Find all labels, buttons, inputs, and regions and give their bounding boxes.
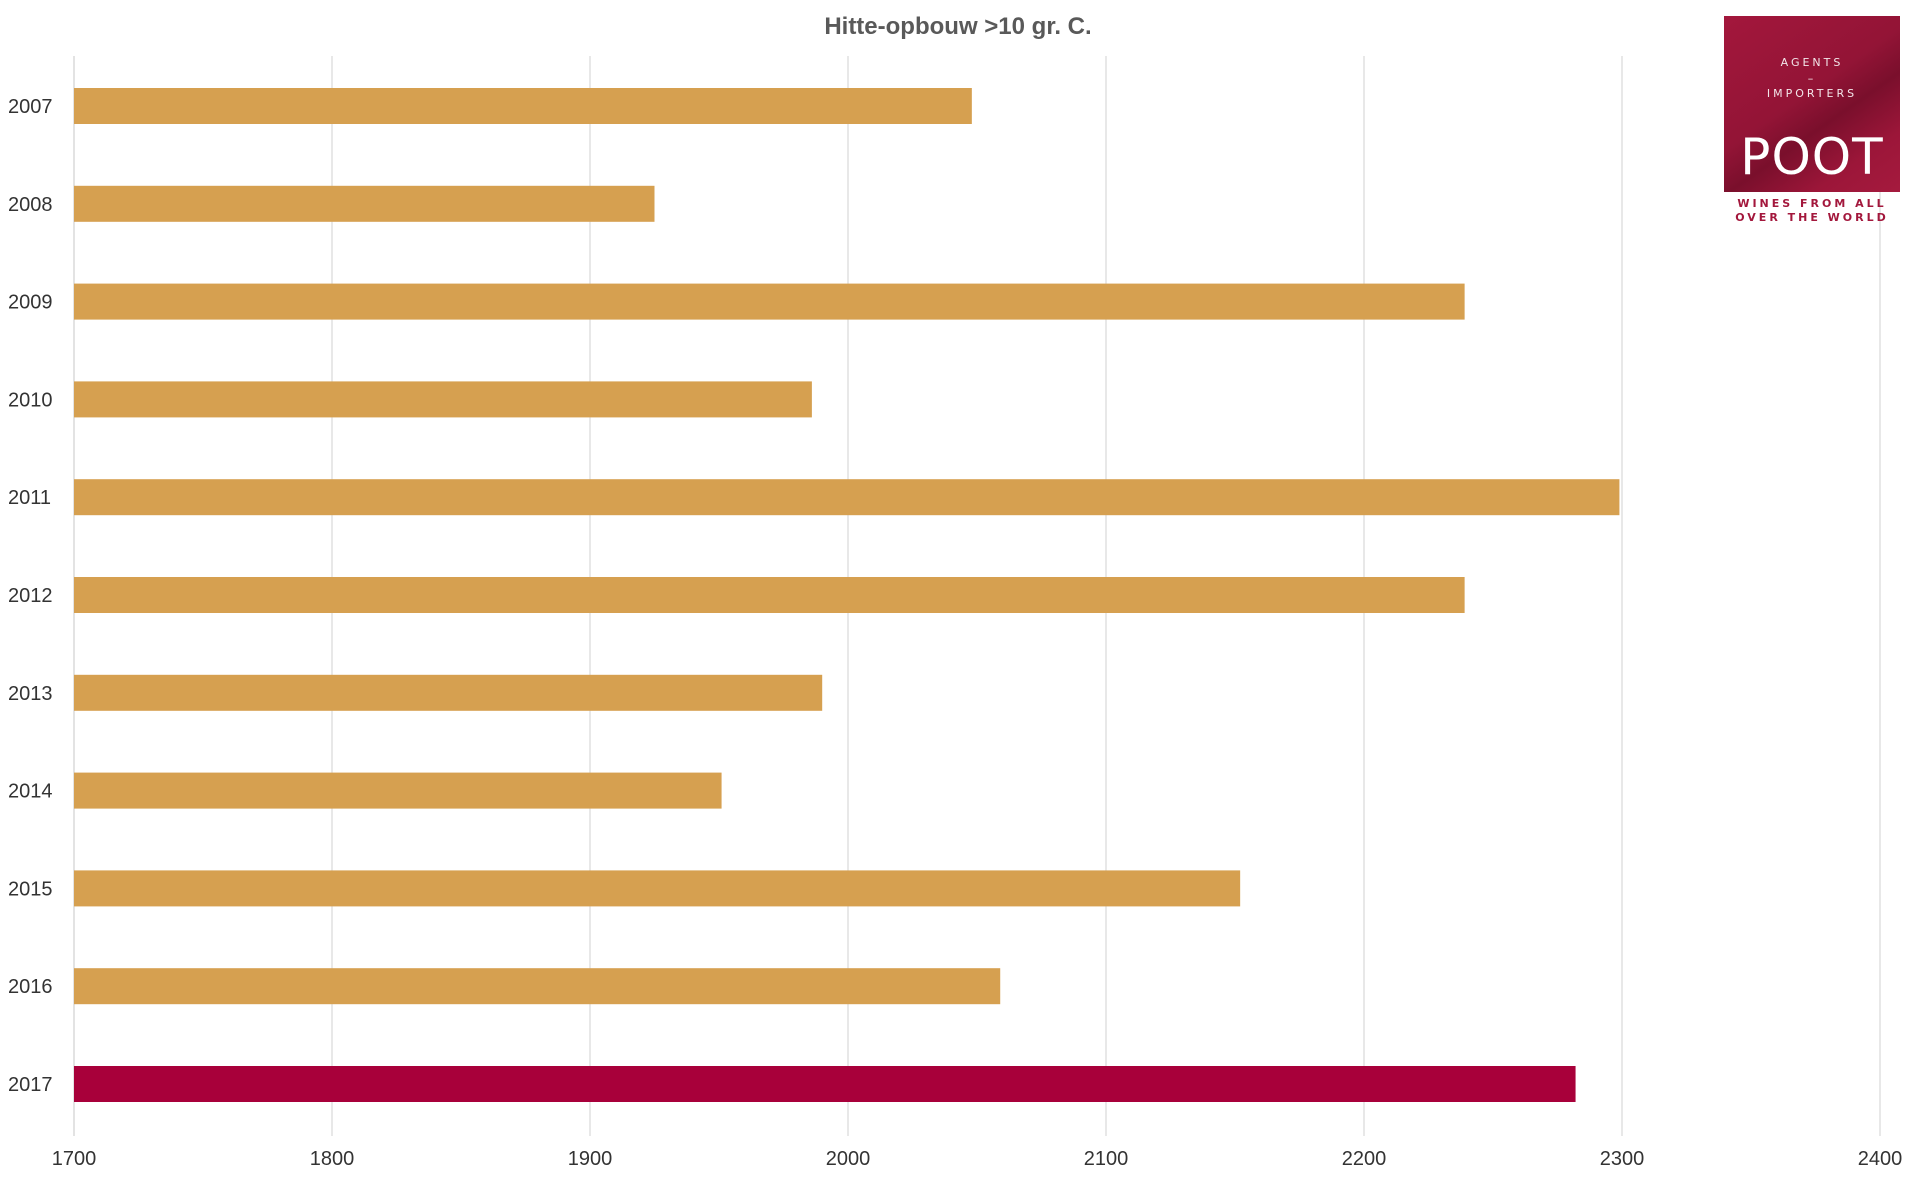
bar-layer [74,88,1620,1102]
logo-tagline-2: OVER THE WORLD [1735,211,1889,224]
x-tick-label-1800: 1800 [310,1148,355,1170]
x-tick-label-2300: 2300 [1600,1148,1645,1170]
poot-logo: AGENTS – IMPORTERS POOT WINES FROM ALL O… [1724,16,1900,228]
logo-name: POOT [1740,128,1884,186]
bar-2009 [74,283,1465,320]
x-tick-label-1900: 1900 [568,1148,613,1170]
y-category-label-2007: 2007 [8,96,53,118]
bar-2013 [74,674,823,711]
label-layer: 1700 1800 1900 2000 2100 2200 2300 2400 2007 2008… [8,96,1902,1170]
bar-2014 [74,772,722,809]
bar-2007 [74,88,972,124]
y-category-label-2013: 2013 [8,683,53,705]
bar-2012 [74,577,1465,613]
bar-2017 [74,1066,1576,1102]
y-category-label-2016: 2016 [8,976,53,998]
y-category-label-2012: 2012 [8,585,53,607]
x-tick-label-1700: 1700 [52,1148,97,1170]
chart-title: Hitte-opbouw >10 gr. C. [824,13,1091,40]
logo-tagline-1: WINES FROM ALL [1737,197,1887,210]
logo-line-agents: AGENTS [1780,56,1844,69]
x-tick-label-2100: 2100 [1084,1148,1129,1170]
bar-2011 [74,479,1620,516]
y-category-label-2014: 2014 [8,781,53,803]
y-category-label-2017: 2017 [8,1074,53,1096]
logo-line-importers: IMPORTERS [1766,87,1858,100]
bar-2010 [74,381,812,418]
x-tick-label-2400: 2400 [1858,1148,1903,1170]
y-category-label-2015: 2015 [8,878,53,900]
x-tick-label-2200: 2200 [1342,1148,1387,1170]
bar-2008 [74,185,655,222]
logo-box: AGENTS – IMPORTERS POOT [1724,16,1900,192]
y-category-label-2009: 2009 [8,292,53,314]
y-category-label-2010: 2010 [8,389,53,411]
y-category-label-2008: 2008 [8,194,53,216]
bar-2016 [74,968,1001,1005]
x-tick-label-2000: 2000 [826,1148,871,1170]
y-category-label-2011: 2011 [8,487,51,509]
logo-line-dash: – [1807,72,1817,85]
bar-2015 [74,870,1241,907]
